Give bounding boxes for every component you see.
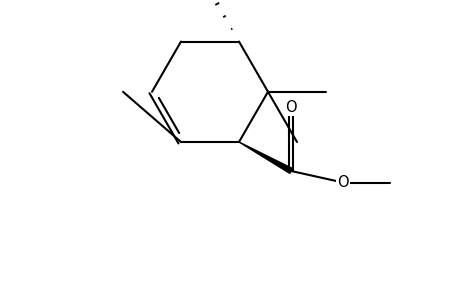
Text: O: O (337, 175, 348, 190)
Text: O: O (285, 100, 297, 115)
Polygon shape (239, 142, 292, 173)
